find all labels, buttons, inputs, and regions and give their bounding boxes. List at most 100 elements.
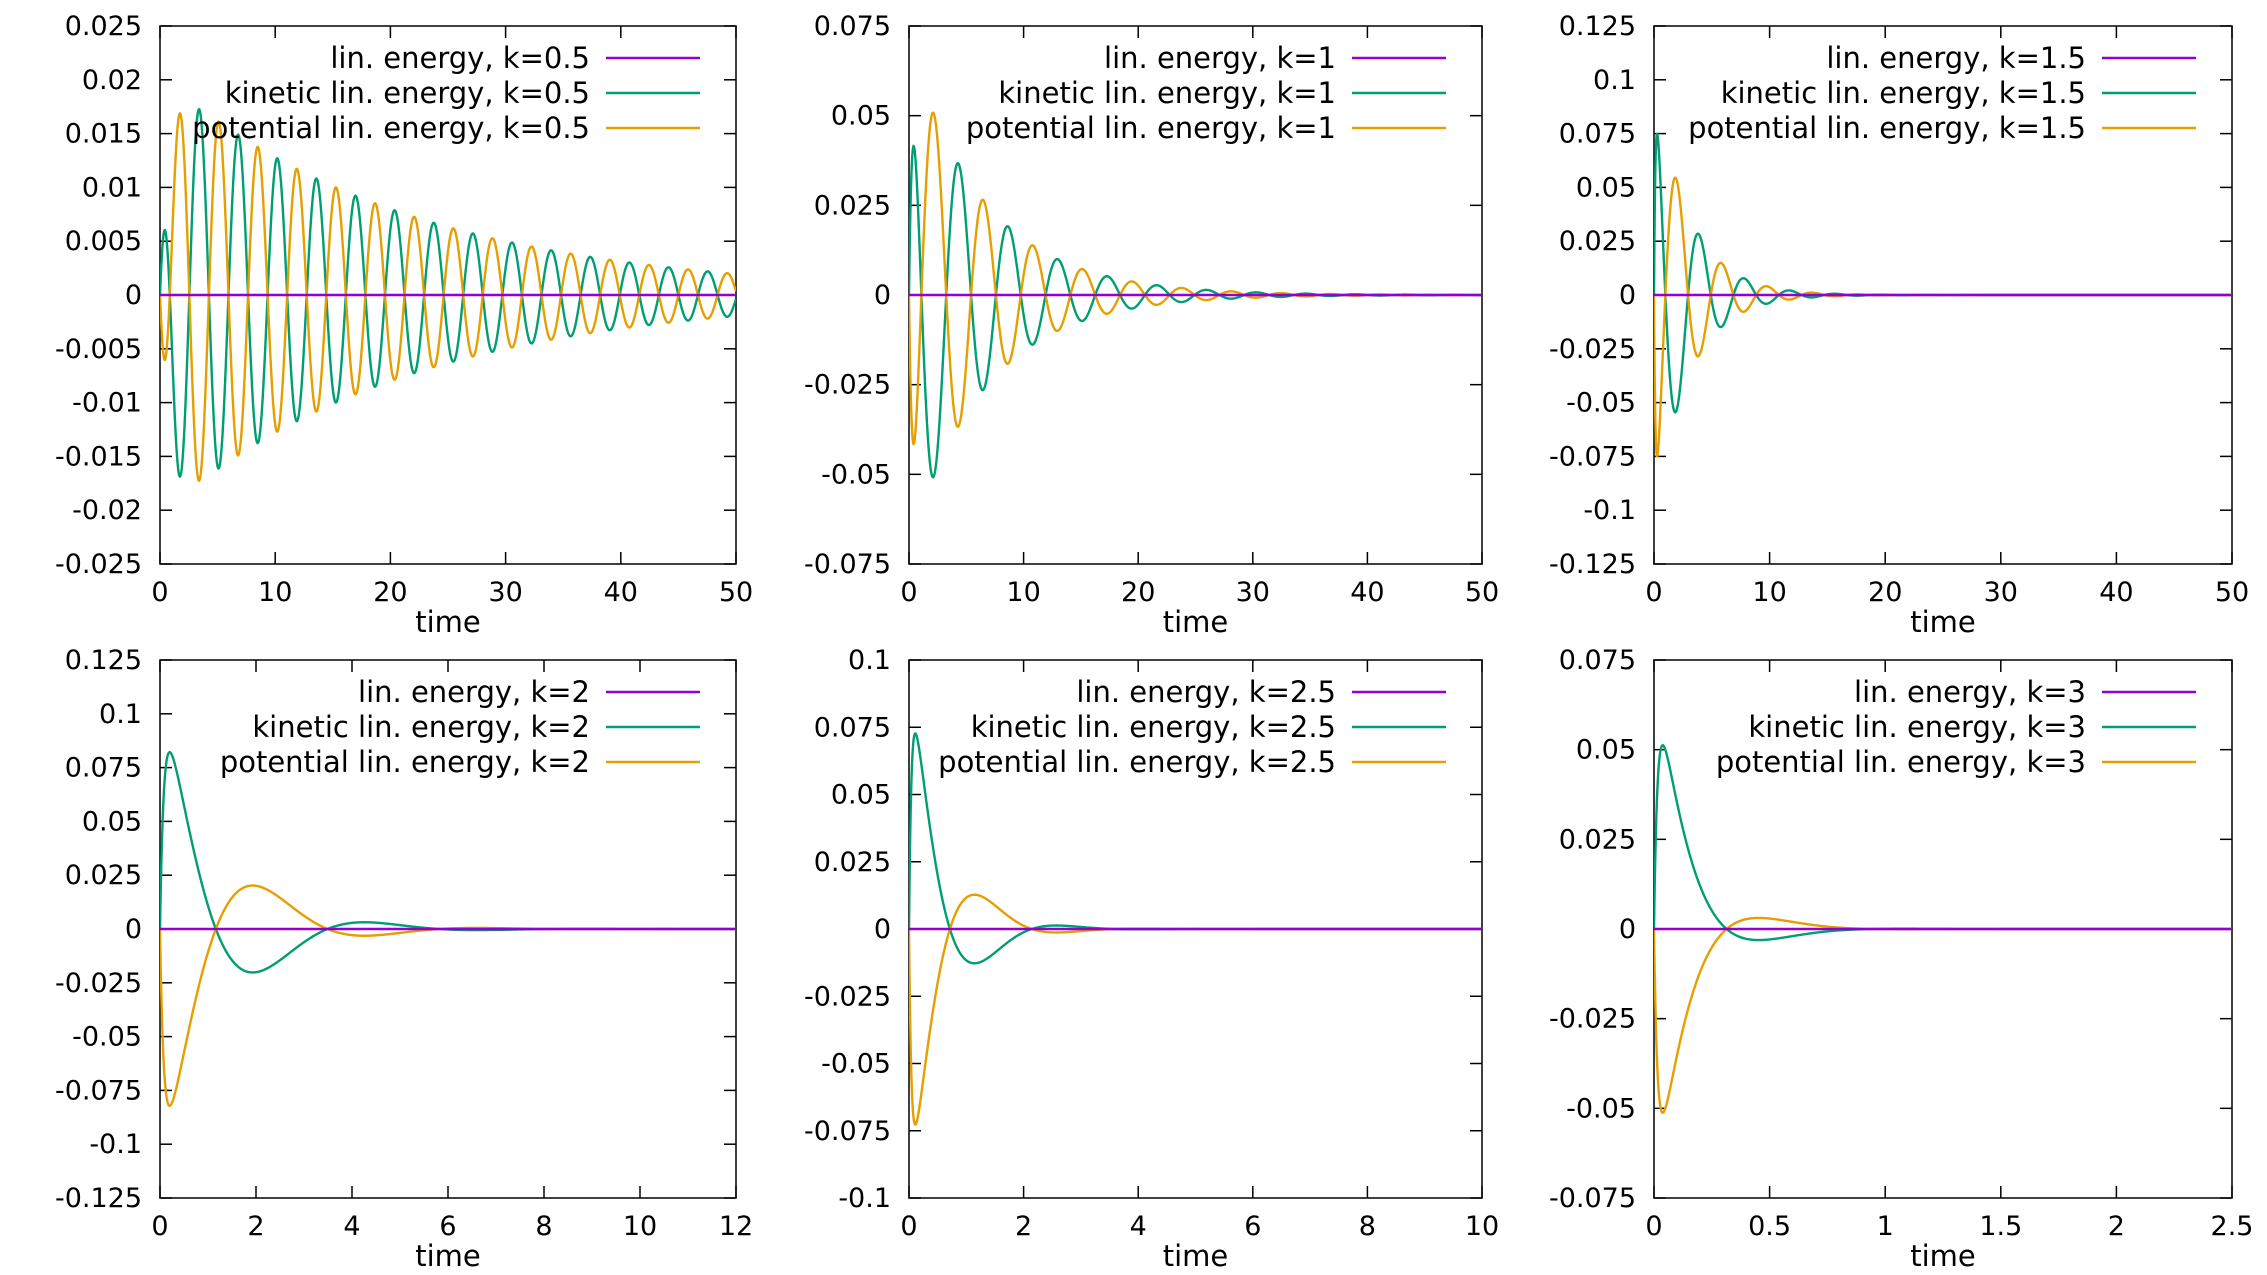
y-tick-label: -0.125 xyxy=(55,1183,142,1214)
y-tick-label: 0.025 xyxy=(65,860,142,891)
legend-label: kinetic lin. energy, k=0.5 xyxy=(225,76,590,110)
y-tick-label: 0 xyxy=(1619,914,1636,945)
legend-label: potential lin. energy, k=1 xyxy=(966,111,1336,145)
x-tick-label: 0 xyxy=(151,1211,168,1242)
y-tick-label: 0.05 xyxy=(831,780,891,811)
y-tick-label: 0.025 xyxy=(814,847,891,878)
y-tick-label: -0.02 xyxy=(72,495,142,526)
y-tick-label: -0.025 xyxy=(55,968,142,999)
y-tick-label: -0.025 xyxy=(1549,1004,1636,1035)
series-line-kinetic xyxy=(909,144,1482,479)
x-tick-label: 50 xyxy=(1465,577,1499,608)
x-tick-label: 10 xyxy=(623,1211,657,1242)
y-tick-label: -0.01 xyxy=(72,388,142,419)
legend-label: potential lin. energy, k=0.5 xyxy=(192,111,590,145)
y-tick-label: -0.1 xyxy=(89,1129,142,1160)
x-axis-label: time xyxy=(1910,605,1976,639)
y-tick-label: -0.05 xyxy=(1566,388,1636,419)
y-tick-label: -0.075 xyxy=(804,1116,891,1147)
legend-label: kinetic lin. energy, k=2 xyxy=(252,710,590,744)
x-tick-label: 0.5 xyxy=(1748,1211,1791,1242)
y-tick-label: -0.025 xyxy=(804,981,891,1012)
legend-label: potential lin. energy, k=3 xyxy=(1716,745,2086,779)
x-tick-label: 0 xyxy=(1645,577,1662,608)
x-tick-label: 1.5 xyxy=(1979,1211,2022,1242)
y-tick-label: 0.025 xyxy=(1559,824,1636,855)
legend-label: lin. energy, k=1.5 xyxy=(1826,41,2086,75)
y-tick-label: 0.025 xyxy=(65,11,142,42)
x-tick-label: 4 xyxy=(1130,1211,1147,1242)
legend-label: lin. energy, k=2 xyxy=(358,675,590,709)
x-tick-label: 12 xyxy=(719,1211,753,1242)
y-tick-label: 0.05 xyxy=(82,806,142,837)
y-tick-label: -0.015 xyxy=(55,441,142,472)
y-tick-label: 0.125 xyxy=(1559,11,1636,42)
x-axis-label: time xyxy=(1910,1239,1976,1273)
x-tick-label: 6 xyxy=(1244,1211,1261,1242)
y-tick-label: 0 xyxy=(125,280,142,311)
y-tick-label: -0.025 xyxy=(55,549,142,580)
x-tick-label: 20 xyxy=(1121,577,1155,608)
y-tick-label: 0.025 xyxy=(1559,226,1636,257)
x-tick-label: 6 xyxy=(439,1211,456,1242)
y-tick-label: -0.05 xyxy=(821,459,891,490)
y-tick-label: 0.1 xyxy=(1593,65,1636,96)
y-tick-label: 0.025 xyxy=(814,190,891,221)
x-tick-label: 0 xyxy=(900,577,917,608)
y-tick-label: 0 xyxy=(125,914,142,945)
x-tick-label: 20 xyxy=(1868,577,1902,608)
x-tick-label: 40 xyxy=(604,577,638,608)
x-tick-label: 10 xyxy=(1752,577,1786,608)
x-axis-label: time xyxy=(1163,605,1229,639)
y-tick-label: -0.075 xyxy=(1549,1183,1636,1214)
chart-panel-k0_5: -0.025 -0.02 -0.015 -0.01 -0.005 0 0.005 0.01 0.… xyxy=(55,11,753,639)
series-line-kinetic xyxy=(160,751,736,974)
x-tick-label: 50 xyxy=(2215,577,2249,608)
x-tick-label: 0 xyxy=(151,577,168,608)
legend-label: kinetic lin. energy, k=1.5 xyxy=(1721,76,2086,110)
y-tick-label: -0.1 xyxy=(1583,495,1636,526)
x-tick-label: 2 xyxy=(247,1211,264,1242)
legend-label: lin. energy, k=0.5 xyxy=(330,41,590,75)
chart-panel-k2_5: -0.1 -0.075 -0.05 -0.025 0 0.025 0.05 0.075 0.1 0… xyxy=(804,645,1499,1273)
y-tick-label: 0.075 xyxy=(814,712,891,743)
legend-label: kinetic lin. energy, k=2.5 xyxy=(971,710,1336,744)
chart-panel-k1: -0.075 -0.05 -0.025 0 0.025 0.05 0.075 0 10 20 30 4… xyxy=(804,11,1499,639)
y-tick-label: 0.05 xyxy=(1576,735,1636,766)
chart-panel-k3: -0.075 -0.05 -0.025 0 0.025 0.05 0.075 0 0.5 1 1.5… xyxy=(1549,645,2254,1273)
y-tick-label: 0.05 xyxy=(1576,172,1636,203)
series-line-kinetic xyxy=(160,107,736,478)
x-tick-label: 10 xyxy=(258,577,292,608)
y-tick-label: -0.05 xyxy=(1566,1093,1636,1124)
y-tick-label: 0 xyxy=(874,280,891,311)
x-axis-label: time xyxy=(1163,1239,1229,1273)
y-tick-label: 0.01 xyxy=(82,172,142,203)
series-line-potential xyxy=(160,884,736,1107)
x-tick-label: 20 xyxy=(373,577,407,608)
y-tick-label: 0.075 xyxy=(65,753,142,784)
y-tick-label: -0.005 xyxy=(55,334,142,365)
y-tick-label: -0.05 xyxy=(72,1022,142,1053)
y-tick-label: -0.05 xyxy=(821,1049,891,1080)
legend-label: lin. energy, k=3 xyxy=(1854,675,2086,709)
y-tick-label: -0.1 xyxy=(838,1183,891,1214)
x-tick-label: 0 xyxy=(900,1211,917,1242)
x-tick-label: 50 xyxy=(719,577,753,608)
x-tick-label: 2 xyxy=(2108,1211,2125,1242)
x-tick-label: 4 xyxy=(343,1211,360,1242)
legend-label: kinetic lin. energy, k=1 xyxy=(998,76,1336,110)
x-axis-label: time xyxy=(415,605,481,639)
y-tick-label: -0.025 xyxy=(1549,334,1636,365)
series-line-potential xyxy=(1654,176,2232,458)
x-tick-label: 40 xyxy=(2099,577,2133,608)
y-tick-label: 0.05 xyxy=(831,101,891,132)
x-axis-label: time xyxy=(415,1239,481,1273)
y-tick-label: -0.125 xyxy=(1549,549,1636,580)
y-tick-label: 0.075 xyxy=(814,11,891,42)
series-line-potential xyxy=(909,111,1482,446)
y-tick-label: 0.02 xyxy=(82,65,142,96)
x-tick-label: 2.5 xyxy=(2211,1211,2254,1242)
series-line-potential xyxy=(1654,916,2232,1115)
x-tick-label: 30 xyxy=(488,577,522,608)
